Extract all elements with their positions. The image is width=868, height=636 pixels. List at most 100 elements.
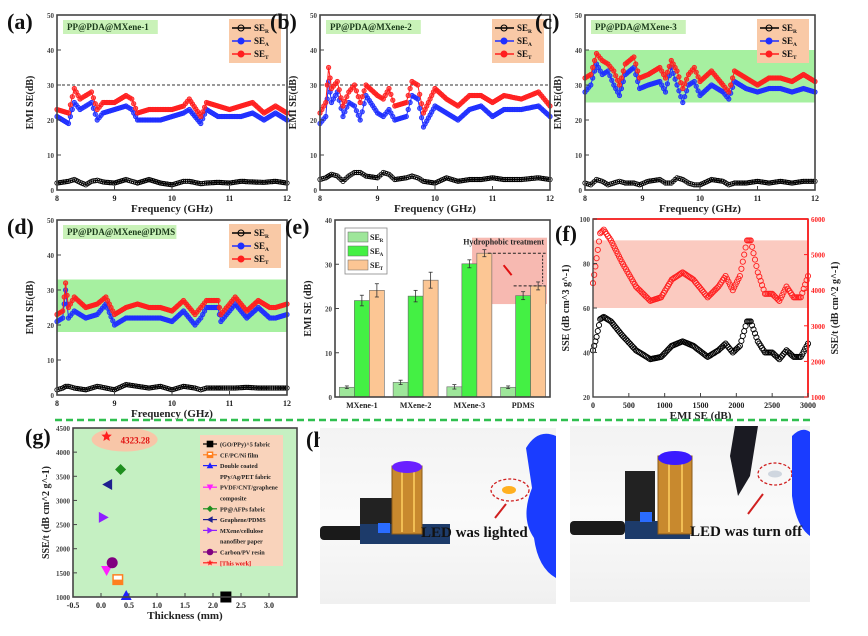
data-point bbox=[200, 109, 206, 115]
marker-diamond bbox=[206, 505, 214, 513]
data-point bbox=[371, 174, 377, 180]
x-axis-label: Frequency (GHz) bbox=[659, 203, 741, 215]
data-point bbox=[230, 385, 237, 391]
data-point bbox=[753, 334, 760, 341]
x-tick-label: 10 bbox=[696, 194, 704, 203]
data-point bbox=[518, 176, 524, 183]
data-point bbox=[525, 176, 531, 182]
data-point bbox=[726, 96, 732, 102]
y-tick-label: 20 bbox=[583, 394, 591, 402]
x-tick-label: 12 bbox=[546, 194, 554, 203]
legend-entry-se-a: SEA bbox=[370, 247, 384, 258]
data-point bbox=[262, 385, 268, 391]
y-tick-label: 10 bbox=[575, 152, 583, 160]
category-label: MXene-1 bbox=[346, 401, 378, 410]
data-point bbox=[110, 318, 116, 324]
data-point bbox=[774, 296, 781, 303]
data-point bbox=[220, 180, 226, 186]
data-point bbox=[593, 333, 600, 340]
arrow-icon bbox=[494, 503, 507, 519]
data-point bbox=[251, 179, 257, 185]
panel-a: (a) 8 9 10 11 12 Frequency (GHz) 0 10 20 30 40 50 EMI… bbox=[7, 9, 291, 215]
data-point bbox=[749, 322, 756, 329]
y-tick-label: 40 bbox=[575, 47, 583, 55]
series-se-a bbox=[582, 61, 818, 106]
data-point bbox=[398, 175, 404, 182]
data-point bbox=[736, 180, 743, 186]
x-tick-label: 2500 bbox=[764, 401, 780, 410]
data-point bbox=[238, 178, 244, 184]
x-axis-label: Thickness (mm) bbox=[147, 610, 223, 622]
y2-tick-label: 4000 bbox=[811, 287, 826, 295]
y-tick-label: 4000 bbox=[56, 449, 71, 457]
data-point bbox=[357, 117, 363, 123]
data-point bbox=[106, 557, 118, 569]
data-point bbox=[629, 180, 635, 186]
data-point bbox=[670, 70, 676, 76]
data-point bbox=[691, 64, 697, 71]
data-point bbox=[691, 182, 697, 188]
x-tick-label: 12 bbox=[283, 399, 291, 408]
data-point bbox=[613, 324, 620, 332]
data-point bbox=[235, 385, 242, 391]
marker-triangle-left bbox=[206, 516, 213, 523]
data-point bbox=[103, 179, 109, 185]
y-tick-label: 50 bbox=[575, 12, 583, 20]
legend-entry: Graphene/PDMS bbox=[220, 517, 266, 524]
panel-label: (a) bbox=[7, 9, 33, 34]
data-point bbox=[695, 74, 701, 80]
data-point bbox=[101, 566, 113, 576]
coil-top bbox=[658, 451, 692, 465]
panel-label: (e) bbox=[285, 214, 309, 239]
y-axis-label: EMI SE(dB) bbox=[553, 76, 564, 130]
sample-label: PP@PDA@MXene-2 bbox=[330, 22, 412, 32]
data-point bbox=[205, 385, 211, 391]
legend-entry: CF/PC/Ni film bbox=[220, 452, 259, 459]
data-point bbox=[620, 333, 627, 340]
data-point bbox=[357, 99, 363, 106]
legend-marker bbox=[237, 24, 245, 32]
data-point bbox=[735, 180, 741, 186]
data-point bbox=[353, 88, 359, 94]
data-point bbox=[405, 106, 411, 113]
data-point bbox=[60, 315, 66, 321]
series-se-r bbox=[54, 176, 290, 188]
data-point bbox=[245, 384, 251, 390]
x-tick-label: 11 bbox=[489, 194, 497, 203]
legend-bg bbox=[200, 435, 283, 566]
x-tick-label: 9 bbox=[376, 194, 380, 203]
blue-glove bbox=[526, 433, 556, 578]
marker-star bbox=[206, 559, 214, 566]
data-point bbox=[269, 179, 275, 185]
data-point bbox=[466, 176, 473, 183]
x-tick-label: 9 bbox=[641, 194, 645, 203]
data-point bbox=[683, 76, 690, 82]
data-point bbox=[738, 337, 745, 344]
sample-label-bg bbox=[326, 20, 421, 34]
y-tick-label: 40 bbox=[47, 252, 55, 260]
data-point bbox=[242, 384, 248, 390]
tesla-coil-off-illustration bbox=[570, 426, 810, 539]
data-point bbox=[245, 179, 251, 185]
x-tick-label: 8 bbox=[583, 194, 587, 203]
data-point bbox=[631, 54, 637, 60]
photo-led-lighted: LED was lighted bbox=[320, 428, 556, 604]
marker-triangle-right bbox=[98, 511, 109, 523]
legend-entry: nanofiber paper bbox=[220, 539, 263, 546]
legend-marker bbox=[500, 24, 508, 32]
data-point bbox=[418, 101, 425, 107]
y-axis-label: EMI SE(dB) bbox=[25, 76, 36, 130]
data-point bbox=[225, 385, 231, 391]
legend-entry: composite bbox=[220, 496, 247, 503]
data-point bbox=[182, 178, 188, 184]
legend-entry: [This work] bbox=[220, 560, 251, 567]
x-tick-label: 0.0 bbox=[96, 601, 106, 610]
panel-label: (g) bbox=[25, 424, 51, 449]
data-point bbox=[344, 94, 350, 100]
x-axis-label: Frequency (GHz) bbox=[394, 203, 476, 215]
data-point bbox=[254, 179, 260, 185]
data-point bbox=[102, 478, 113, 490]
data-point bbox=[166, 181, 172, 187]
x-tick-label: 0.5 bbox=[124, 601, 134, 610]
